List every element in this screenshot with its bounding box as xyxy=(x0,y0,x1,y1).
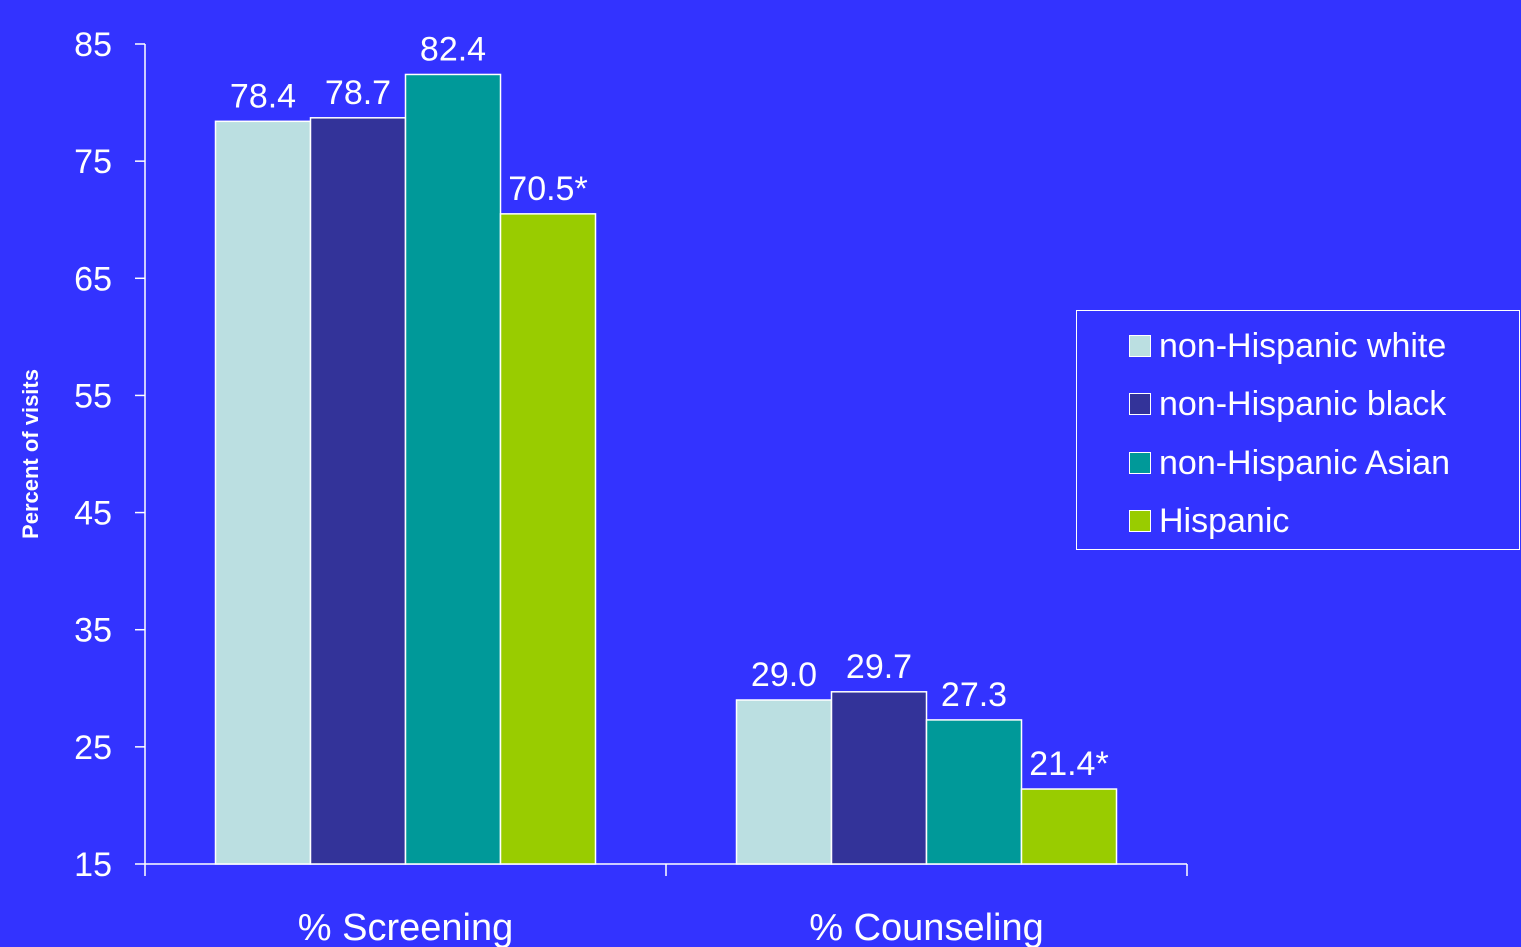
bar-value-label: 29.0 xyxy=(751,656,817,694)
y-tick-label: 45 xyxy=(74,495,112,533)
legend-label: non-Hispanic white xyxy=(1159,326,1447,365)
bar xyxy=(309,117,407,865)
bar-value-label: 82.4 xyxy=(420,30,486,68)
bar xyxy=(925,719,1023,865)
legend-label: non-Hispanic Asian xyxy=(1159,443,1451,482)
y-tick-label: 15 xyxy=(74,846,112,884)
legend-swatch xyxy=(1129,335,1151,357)
y-tick-label: 55 xyxy=(74,377,112,415)
bar xyxy=(214,120,312,865)
x-category-label: % Screening xyxy=(298,907,513,947)
legend-label: non-Hispanic black xyxy=(1159,384,1447,423)
legend-item-non-hispanic-asian: non-Hispanic Asian xyxy=(1129,443,1450,483)
legend-item-hispanic: Hispanic xyxy=(1129,501,1289,541)
bar xyxy=(735,699,833,865)
y-tick-label: 75 xyxy=(74,143,112,181)
bar xyxy=(1020,788,1118,865)
y-tick-label: 85 xyxy=(74,26,112,64)
legend-item-non-hispanic-white: non-Hispanic white xyxy=(1129,326,1446,366)
bar-value-label: 27.3 xyxy=(941,676,1007,714)
y-tick-label: 25 xyxy=(74,729,112,767)
bar xyxy=(830,691,928,865)
legend-item-non-hispanic-black: non-Hispanic black xyxy=(1129,384,1446,424)
y-tick-label: 35 xyxy=(74,612,112,650)
chart-legend: non-Hispanic white non-Hispanic black no… xyxy=(1076,310,1520,550)
bar-value-label: 21.4* xyxy=(1029,745,1108,783)
legend-swatch xyxy=(1129,452,1151,474)
legend-swatch xyxy=(1129,510,1151,532)
legend-label: Hispanic xyxy=(1159,501,1290,540)
x-category-label: % Counseling xyxy=(809,907,1043,947)
y-axis-label: Percent of visits xyxy=(18,369,43,539)
legend-swatch xyxy=(1129,393,1151,415)
y-tick-label: 65 xyxy=(74,260,112,298)
bar xyxy=(499,213,597,865)
bar-value-label: 78.4 xyxy=(230,77,296,115)
bar-value-label: 78.7 xyxy=(325,74,391,112)
bar xyxy=(404,73,502,865)
bar-value-label: 70.5* xyxy=(508,170,587,208)
bar-value-label: 29.7 xyxy=(846,648,912,686)
